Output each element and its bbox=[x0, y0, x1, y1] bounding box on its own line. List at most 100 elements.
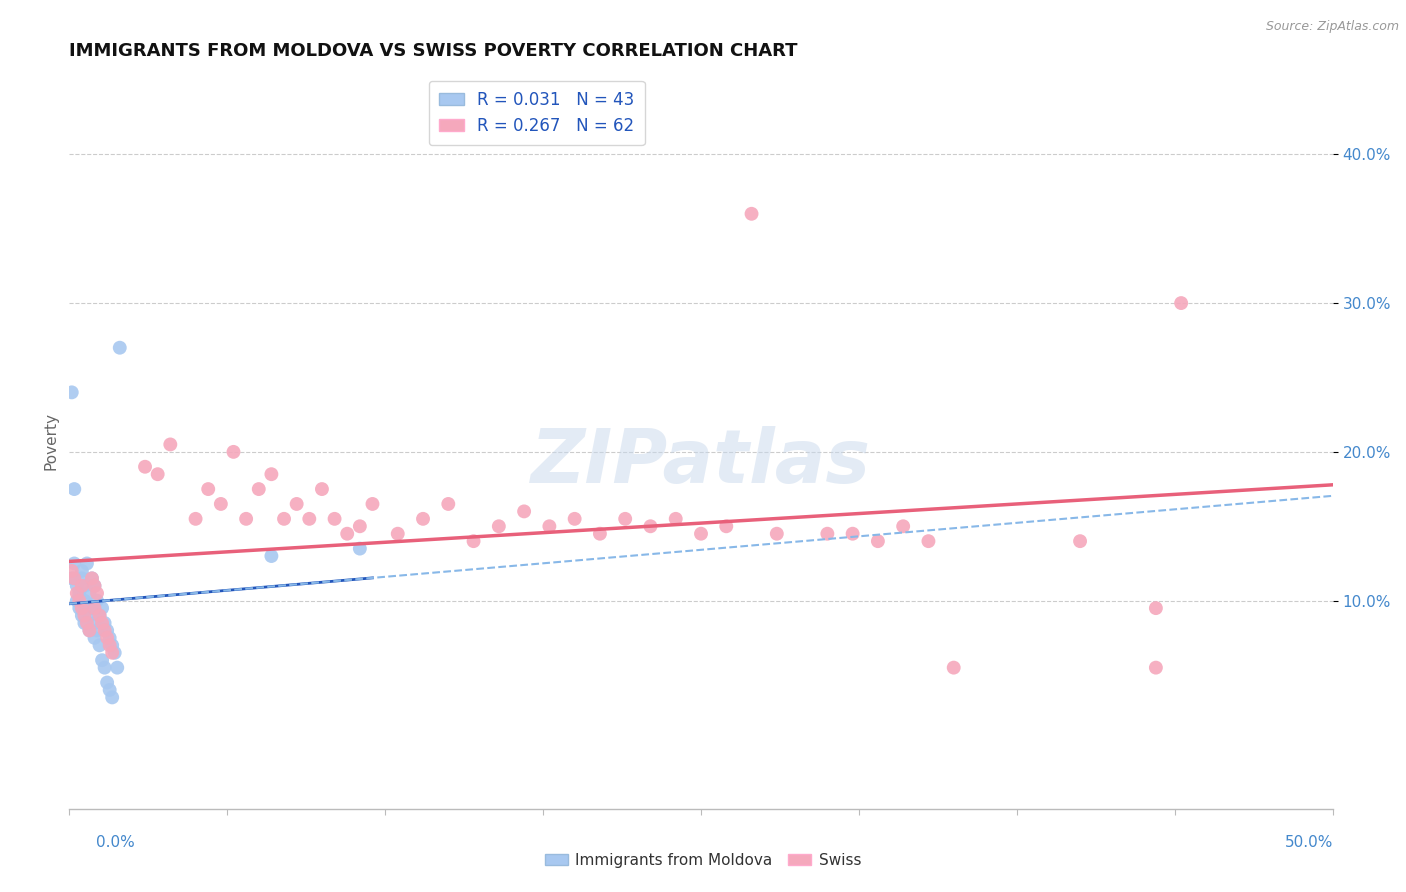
Point bbox=[79, 586, 101, 600]
Point bbox=[614, 512, 637, 526]
Point bbox=[96, 631, 118, 645]
Point bbox=[866, 534, 889, 549]
Point bbox=[513, 504, 536, 518]
Point bbox=[942, 660, 965, 674]
Point bbox=[146, 467, 169, 482]
Point bbox=[83, 579, 105, 593]
Point bbox=[640, 519, 662, 533]
Point bbox=[247, 482, 270, 496]
Point bbox=[488, 519, 510, 533]
Point bbox=[891, 519, 914, 533]
Text: Source: ZipAtlas.com: Source: ZipAtlas.com bbox=[1265, 20, 1399, 33]
Point bbox=[70, 571, 93, 585]
Point bbox=[98, 638, 121, 652]
Point bbox=[101, 646, 124, 660]
Point bbox=[83, 601, 105, 615]
Point bbox=[93, 615, 115, 630]
Point bbox=[86, 593, 108, 607]
Point bbox=[96, 675, 118, 690]
Point bbox=[60, 385, 83, 400]
Point bbox=[70, 608, 93, 623]
Text: ZIPatlas: ZIPatlas bbox=[531, 426, 870, 500]
Point bbox=[91, 615, 114, 630]
Point bbox=[93, 660, 115, 674]
Point bbox=[285, 497, 308, 511]
Point bbox=[665, 512, 688, 526]
Point bbox=[412, 512, 434, 526]
Point bbox=[83, 631, 105, 645]
Point bbox=[917, 534, 939, 549]
Point bbox=[815, 526, 838, 541]
Point bbox=[222, 445, 245, 459]
Point bbox=[1144, 601, 1167, 615]
Point bbox=[86, 624, 108, 638]
Point bbox=[79, 624, 101, 638]
Point bbox=[1144, 660, 1167, 674]
Point bbox=[105, 660, 128, 674]
Point bbox=[67, 586, 90, 600]
Point bbox=[89, 608, 111, 623]
Point bbox=[76, 615, 98, 630]
Point bbox=[716, 519, 738, 533]
Point bbox=[80, 601, 103, 615]
Text: IMMIGRANTS FROM MOLDOVA VS SWISS POVERTY CORRELATION CHART: IMMIGRANTS FROM MOLDOVA VS SWISS POVERTY… bbox=[69, 42, 797, 60]
Point bbox=[66, 593, 89, 607]
Point bbox=[1069, 534, 1091, 549]
Point bbox=[79, 624, 101, 638]
Point bbox=[134, 459, 156, 474]
Point bbox=[209, 497, 232, 511]
Point bbox=[79, 608, 101, 623]
Point bbox=[101, 638, 124, 652]
Point bbox=[83, 579, 105, 593]
Point bbox=[98, 682, 121, 697]
Point bbox=[70, 579, 93, 593]
Point bbox=[63, 571, 86, 585]
Point bbox=[73, 593, 96, 607]
Point bbox=[159, 437, 181, 451]
Point bbox=[298, 512, 321, 526]
Text: 50.0%: 50.0% bbox=[1285, 836, 1333, 850]
Point bbox=[741, 207, 763, 221]
Point bbox=[273, 512, 295, 526]
Point bbox=[323, 512, 346, 526]
Point bbox=[86, 586, 108, 600]
Point bbox=[387, 526, 409, 541]
Point bbox=[841, 526, 863, 541]
Point bbox=[93, 624, 115, 638]
Point bbox=[349, 519, 371, 533]
Point bbox=[260, 467, 283, 482]
Point bbox=[104, 646, 127, 660]
Point bbox=[89, 608, 111, 623]
Text: 0.0%: 0.0% bbox=[96, 836, 135, 850]
Point bbox=[73, 615, 96, 630]
Point bbox=[66, 579, 89, 593]
Point bbox=[101, 690, 124, 705]
Point bbox=[349, 541, 371, 556]
Point bbox=[70, 564, 93, 578]
Point bbox=[1170, 296, 1192, 310]
Point bbox=[76, 601, 98, 615]
Point bbox=[91, 653, 114, 667]
Point bbox=[197, 482, 219, 496]
Point bbox=[184, 512, 207, 526]
Point bbox=[538, 519, 561, 533]
Point bbox=[80, 571, 103, 585]
Point bbox=[67, 601, 90, 615]
Point bbox=[67, 593, 90, 607]
Point bbox=[361, 497, 384, 511]
Legend: Immigrants from Moldova, Swiss: Immigrants from Moldova, Swiss bbox=[538, 847, 868, 873]
Legend: R = 0.031   N = 43, R = 0.267   N = 62: R = 0.031 N = 43, R = 0.267 N = 62 bbox=[429, 81, 644, 145]
Point bbox=[235, 512, 257, 526]
Point bbox=[89, 638, 111, 652]
Point bbox=[336, 526, 359, 541]
Point bbox=[690, 526, 713, 541]
Point bbox=[91, 601, 114, 615]
Point bbox=[76, 557, 98, 571]
Point bbox=[73, 608, 96, 623]
Point bbox=[108, 341, 131, 355]
Point bbox=[73, 579, 96, 593]
Point bbox=[564, 512, 586, 526]
Point bbox=[80, 571, 103, 585]
Y-axis label: Poverty: Poverty bbox=[44, 412, 58, 470]
Point bbox=[60, 564, 83, 578]
